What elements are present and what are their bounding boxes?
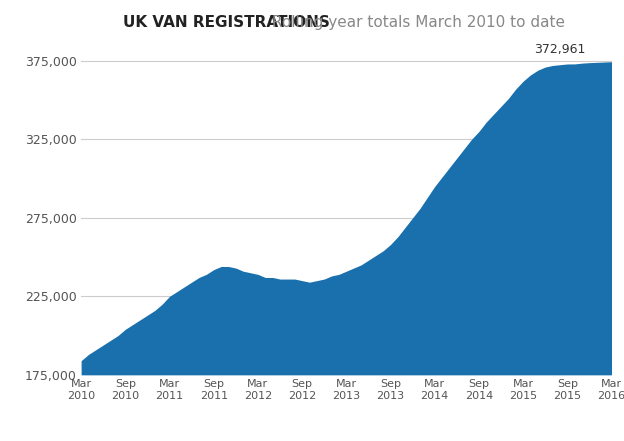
Text: Rolling year totals March 2010 to date: Rolling year totals March 2010 to date (267, 15, 565, 30)
Text: UK VAN REGISTRATIONS: UK VAN REGISTRATIONS (123, 15, 330, 30)
Text: 372,961: 372,961 (534, 43, 586, 56)
